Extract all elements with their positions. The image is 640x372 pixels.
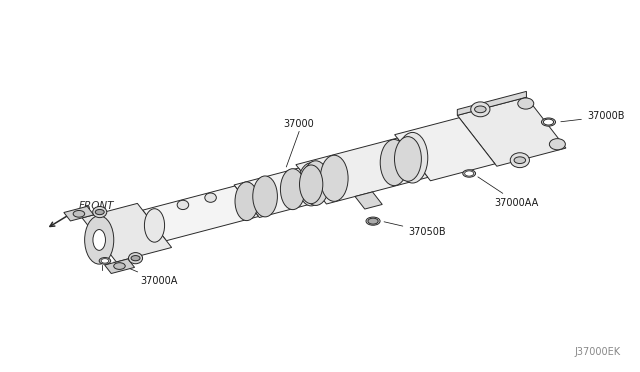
- Ellipse shape: [93, 206, 107, 218]
- Ellipse shape: [93, 230, 106, 250]
- Ellipse shape: [366, 217, 380, 225]
- Ellipse shape: [302, 161, 329, 205]
- Ellipse shape: [394, 137, 421, 181]
- Polygon shape: [82, 203, 172, 262]
- Ellipse shape: [298, 163, 324, 206]
- Ellipse shape: [280, 169, 305, 210]
- Circle shape: [101, 259, 109, 263]
- Circle shape: [514, 157, 525, 164]
- Circle shape: [368, 218, 378, 224]
- Ellipse shape: [541, 118, 556, 126]
- Text: FRONT: FRONT: [79, 201, 114, 211]
- Ellipse shape: [463, 170, 476, 177]
- Circle shape: [95, 209, 104, 215]
- Ellipse shape: [145, 209, 164, 242]
- Text: 37000A: 37000A: [114, 262, 177, 286]
- Ellipse shape: [380, 140, 408, 186]
- Polygon shape: [395, 118, 495, 181]
- Text: J37000EK: J37000EK: [575, 347, 621, 357]
- Polygon shape: [355, 192, 382, 209]
- Circle shape: [114, 263, 125, 269]
- Ellipse shape: [236, 183, 257, 219]
- Polygon shape: [458, 97, 566, 166]
- Text: 37000: 37000: [284, 119, 314, 129]
- Ellipse shape: [84, 216, 114, 264]
- Polygon shape: [234, 168, 324, 218]
- Ellipse shape: [321, 155, 348, 201]
- Ellipse shape: [510, 153, 529, 168]
- Text: 37050B: 37050B: [384, 222, 446, 237]
- Ellipse shape: [235, 182, 259, 221]
- Ellipse shape: [549, 139, 565, 150]
- Ellipse shape: [518, 98, 534, 109]
- Ellipse shape: [471, 102, 490, 117]
- Ellipse shape: [205, 193, 216, 202]
- Ellipse shape: [397, 132, 428, 183]
- Polygon shape: [143, 186, 259, 241]
- Circle shape: [475, 106, 486, 113]
- Circle shape: [73, 211, 84, 217]
- Circle shape: [131, 256, 140, 261]
- Polygon shape: [296, 138, 428, 204]
- Circle shape: [543, 119, 554, 125]
- Ellipse shape: [129, 253, 143, 264]
- Ellipse shape: [177, 200, 189, 209]
- Ellipse shape: [99, 257, 111, 264]
- Polygon shape: [105, 259, 134, 273]
- Text: 37000B: 37000B: [561, 112, 625, 122]
- Text: 37000AA: 37000AA: [478, 177, 539, 208]
- Circle shape: [465, 171, 474, 176]
- Ellipse shape: [300, 165, 323, 203]
- Polygon shape: [458, 92, 527, 115]
- Polygon shape: [64, 206, 93, 221]
- Ellipse shape: [253, 176, 277, 217]
